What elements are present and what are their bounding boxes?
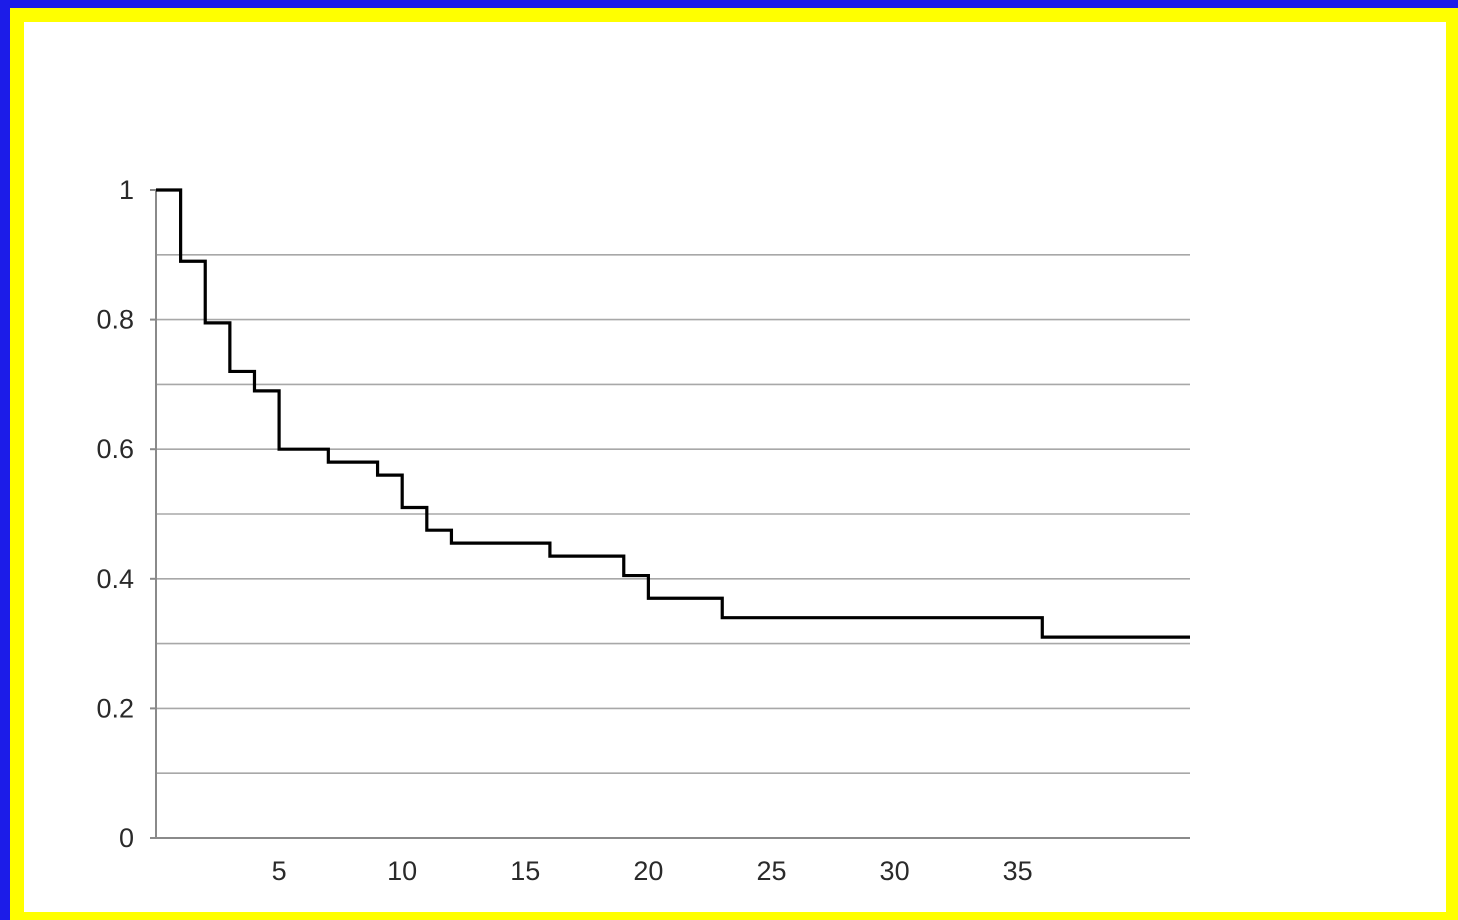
chart-panel: 0 0.2 0.4 0.6 0.8 1 5 10 15 20 25 30 35 [24, 22, 1446, 912]
y-tick-label: 0.4 [96, 564, 134, 594]
y-tick-label: 1 [119, 175, 134, 205]
x-tick-label: 10 [387, 856, 417, 886]
yellow-frame: 0 0.2 0.4 0.6 0.8 1 5 10 15 20 25 30 35 [10, 8, 1458, 920]
y-tick-label: 0.8 [96, 305, 134, 335]
x-tick-label: 35 [1003, 856, 1033, 886]
series-step-line [156, 188, 1190, 639]
x-tick-label: 25 [756, 856, 786, 886]
axis-layer [150, 189, 1190, 839]
survival-step-chart: 00.20.40.60.815 10 15 20 25 30 35 [96, 175, 1190, 886]
x-tick-label: 5 [272, 856, 287, 886]
x-tick-label: 20 [633, 856, 663, 886]
tick-label-layer: 00.20.40.60.815 10 15 20 25 30 35 [96, 175, 1032, 886]
x-tick-label: 30 [880, 856, 910, 886]
y-tick-label: 0.2 [96, 693, 134, 723]
x-tick-label: 15 [510, 856, 540, 886]
y-tick-label: 0.6 [96, 434, 134, 464]
y-tick-label: 0 [119, 823, 134, 853]
grid-layer [156, 254, 1190, 775]
series-layer [156, 188, 1190, 639]
